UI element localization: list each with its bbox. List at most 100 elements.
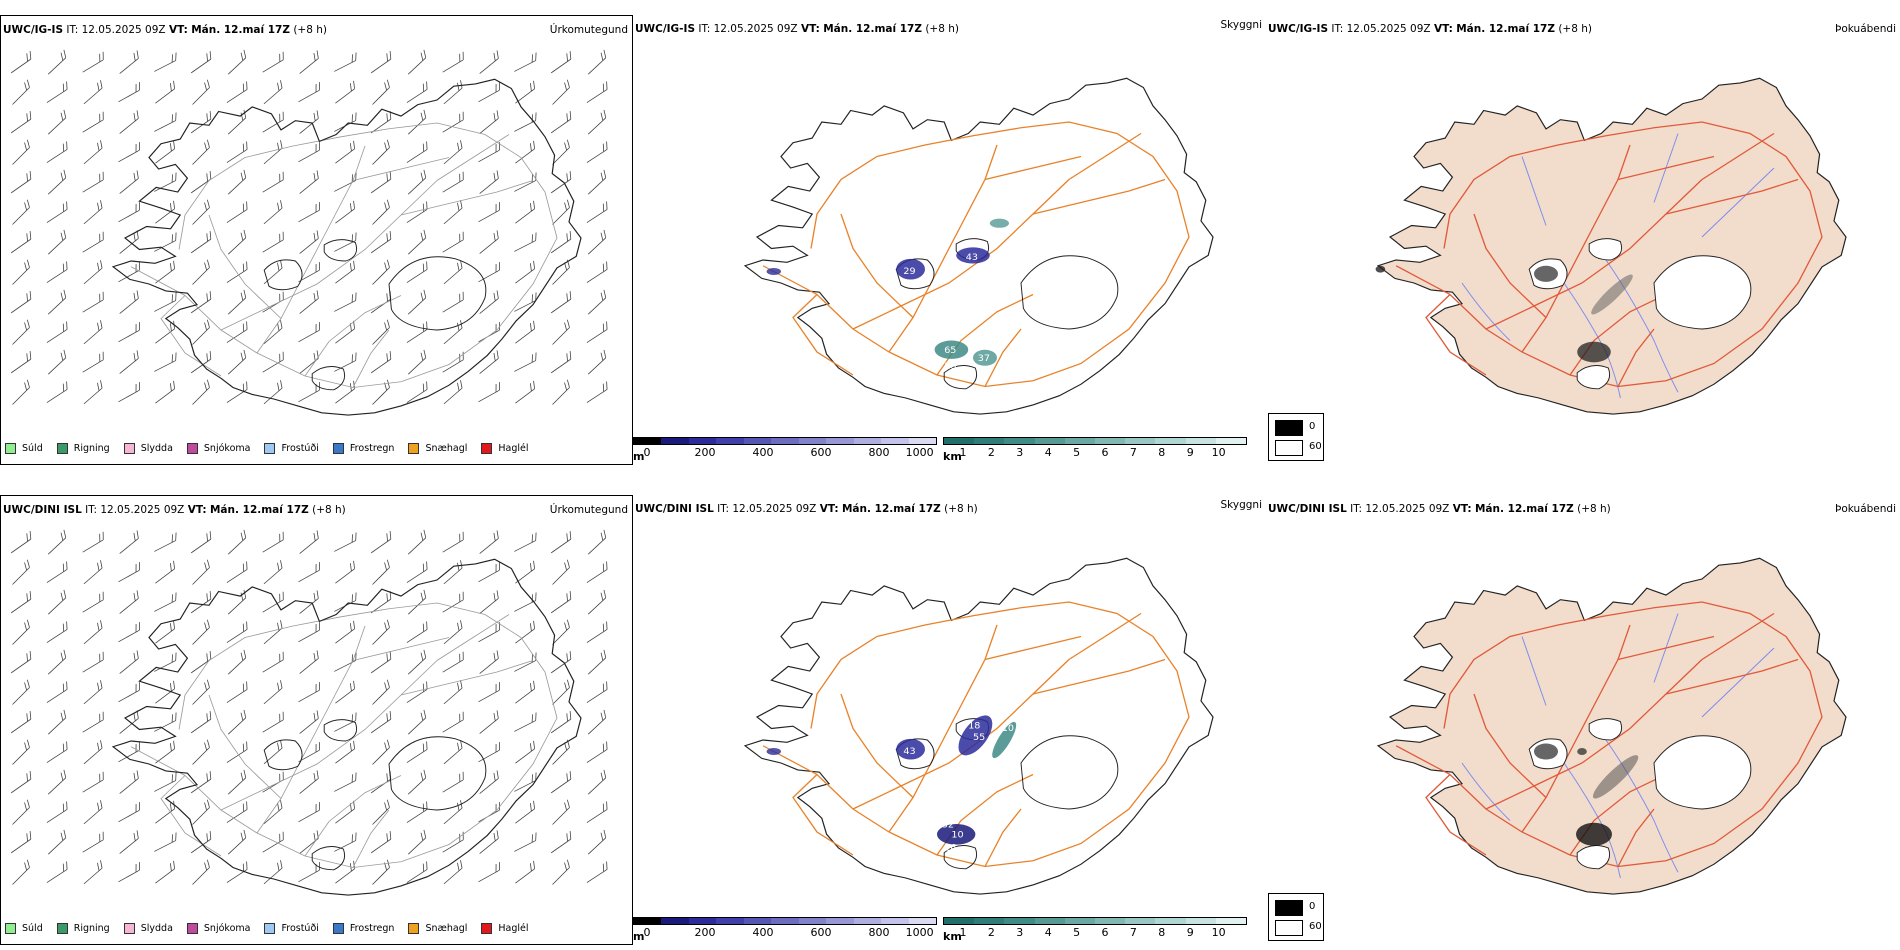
wind-barb — [155, 620, 175, 644]
wind-barb — [514, 652, 537, 672]
wind-barb — [262, 111, 284, 133]
wind-barb — [190, 771, 212, 794]
wind-barb — [370, 231, 392, 254]
tick-label: 1000 — [905, 926, 934, 939]
fog-legend-label: 0 — [1309, 901, 1316, 912]
wind-barb — [192, 799, 210, 825]
wind-barb — [442, 591, 464, 613]
wind-barb — [407, 169, 427, 195]
wind-barb — [47, 649, 67, 675]
legend-label: Haglél — [498, 923, 529, 934]
wind-barb — [10, 711, 32, 734]
wind-barb — [479, 290, 499, 314]
wind-barb — [190, 351, 212, 374]
wind-barb — [406, 621, 428, 643]
wind-barb — [372, 319, 390, 345]
model-name: UWC/IG-IS — [635, 23, 696, 35]
fog-legend-swatch-bottom — [1275, 920, 1303, 936]
wind-barb — [263, 260, 283, 285]
wind-barb — [478, 322, 501, 343]
wind-barb — [83, 260, 103, 285]
wind-barb — [118, 382, 141, 403]
wind-barb — [262, 831, 284, 853]
wind-barb — [46, 861, 68, 883]
wind-barb — [47, 49, 67, 75]
fog-legend: 0 60 — [1268, 413, 1324, 461]
colorbar-segment — [688, 438, 717, 444]
wind-barb — [298, 262, 321, 283]
legend-item: Snæhagl — [408, 443, 467, 454]
wind-barb — [190, 51, 212, 74]
wind-barb — [298, 322, 321, 343]
wind-barb — [514, 532, 537, 552]
wind-barb — [407, 109, 427, 135]
wind-barb — [263, 200, 283, 225]
wind-barb — [298, 682, 321, 703]
wind-barb — [407, 709, 427, 735]
wind-barb — [515, 380, 535, 404]
wind-barb — [118, 682, 141, 703]
wind-barb — [442, 531, 464, 553]
legend-label: Snjókoma — [203, 923, 251, 934]
legend-item: Snjókoma — [186, 923, 251, 934]
map-label: 37 — [978, 353, 990, 364]
wind-barb — [334, 352, 357, 372]
wind-barb — [372, 259, 390, 285]
wind-barb — [586, 561, 608, 583]
tick-label: 800 — [868, 926, 890, 939]
wind-barb — [442, 651, 464, 673]
wind-barb — [12, 619, 30, 645]
wind-barb — [118, 742, 141, 763]
wind-barb — [334, 592, 357, 612]
valid-time: Mán. 12.maí 17Z — [1474, 503, 1574, 515]
wind-barb — [46, 741, 68, 763]
height-colorbar: 0 200 400 600 800 1000 m — [633, 917, 937, 943]
wind-barb — [119, 530, 139, 554]
visibility-colorbar-ticks: 1 2 3 4 5 6 7 8 9 10 — [960, 445, 1247, 459]
panel-header: UWC/IG-IS IT: 12.05.2025 09Z VT: Mán. 12… — [635, 23, 959, 35]
wind-barb — [586, 741, 608, 763]
wind-barb — [82, 831, 104, 853]
wind-barb — [370, 111, 392, 134]
wind-barb — [263, 680, 283, 705]
lead-time: (+8 h) — [1577, 503, 1611, 515]
wind-barb — [370, 531, 392, 554]
wind-barb — [154, 172, 177, 192]
legend-label: Súld — [22, 923, 43, 934]
panel-title: Úrkomutegund — [549, 24, 628, 36]
wind-barb — [82, 651, 104, 673]
legend-item: Rigning — [56, 443, 110, 454]
wind-barb — [587, 589, 607, 615]
wind-barb — [226, 681, 248, 703]
wind-barb — [47, 589, 67, 615]
tick-label: 800 — [868, 446, 890, 459]
wind-barb — [263, 320, 283, 345]
wind-barb — [83, 740, 103, 765]
legend-swatch — [5, 443, 16, 454]
colorbar-segment — [974, 438, 1005, 444]
height-colorbar: 0 200 400 600 800 1000 m — [633, 437, 937, 463]
tick-label: 4 — [1044, 446, 1052, 459]
wind-barb — [442, 771, 464, 793]
legend-swatch — [264, 443, 276, 454]
wind-barb — [478, 742, 501, 763]
tick-label: 2 — [987, 446, 995, 459]
wind-barb — [46, 561, 68, 583]
valid-time-label: VT: — [819, 503, 839, 515]
wind-barb — [298, 622, 321, 643]
panel-header: UWC/DINI ISL IT: 12.05.2025 09Z VT: Mán.… — [1268, 503, 1611, 515]
colorbar-segment — [944, 918, 975, 924]
wind-barbs — [10, 49, 608, 405]
map-label: 43 — [966, 252, 978, 263]
wind-barb — [12, 319, 30, 345]
wind-barb — [46, 801, 68, 823]
wind-barb — [335, 860, 355, 884]
colorbar-segment — [798, 918, 827, 924]
wind-barb — [82, 351, 104, 373]
tick-label: 10 — [1211, 446, 1226, 459]
colorbar-segment — [908, 438, 936, 444]
wind-barb — [478, 382, 501, 403]
visibility-panel-top: UWC/IG-IS IT: 12.05.2025 09Z VT: Mán. 12… — [633, 15, 1266, 465]
wind-barb — [190, 531, 212, 554]
wind-barb — [12, 739, 30, 765]
